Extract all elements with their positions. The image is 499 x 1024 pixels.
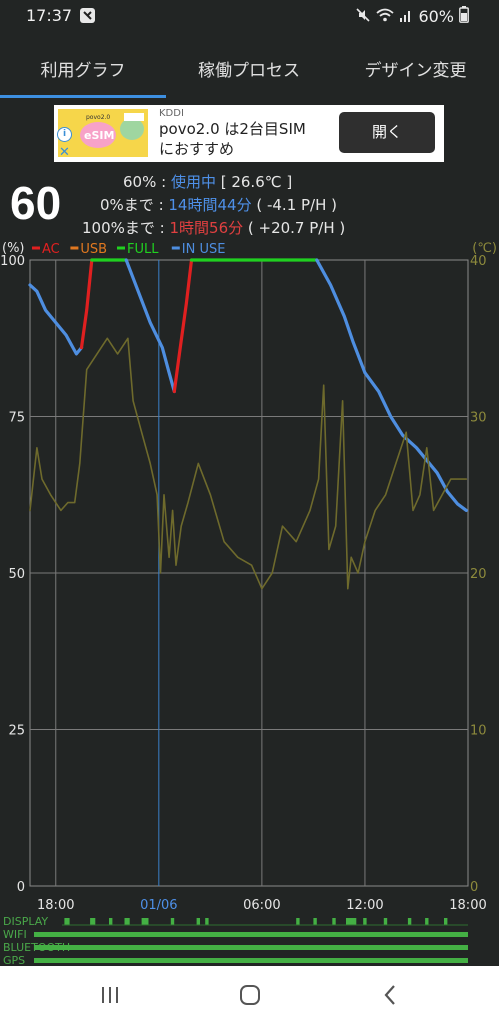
ad-sponsor: KDDI: [159, 108, 184, 119]
battery-icon: [459, 6, 469, 27]
svg-text:povo2.0: povo2.0: [86, 114, 110, 121]
activity-segment-display: [124, 918, 130, 925]
time-to-empty-label: 0%まで :: [100, 196, 169, 214]
activity-segment-display: [313, 918, 317, 925]
y-tick-left: 50: [8, 567, 25, 582]
y-axis-right-unit: (℃): [472, 241, 497, 256]
time-to-full-label: 100%まで :: [82, 219, 170, 237]
activity-segment-display: [363, 918, 367, 925]
battery-level-large: 60: [10, 177, 62, 229]
activity-segment-display: [332, 918, 336, 925]
activity-bars: DISPLAYWIFIBLUETOOTHGPS: [3, 915, 468, 967]
activity-segment-display: [170, 918, 175, 925]
time-to-full-value: 1時間56分: [169, 219, 244, 237]
x-tick-label: 06:00: [243, 898, 280, 913]
ad-image-text: eSIM: [84, 129, 114, 142]
activity-segment-display: [205, 918, 209, 925]
ad-banner[interactable]: povo2.0 eSIM i ✕ KDDI povo2.0 は2台目SIM にお…: [54, 105, 444, 162]
activity-segment-wifi: [34, 932, 468, 937]
time-to-empty-line: 0%まで : 14時間44分 ( -4.1 P/H ): [100, 194, 337, 215]
activity-segment-display: [444, 918, 448, 925]
app-notification-icon: [79, 7, 96, 28]
x-tick-label: 01/06: [140, 898, 177, 913]
charge-rate: ( +20.7 P/H ): [243, 219, 346, 237]
legend-label: USB: [80, 242, 107, 257]
y-tick-right: 0: [470, 880, 478, 895]
activity-segment-display: [346, 918, 357, 925]
legend-label: IN USE: [182, 242, 226, 257]
tab-usage-graph[interactable]: 利用グラフ: [40, 61, 126, 81]
ad-open-button[interactable]: 開く: [339, 112, 435, 153]
status-time: 17:37: [26, 6, 73, 25]
y-tick-left: 75: [8, 411, 25, 426]
activity-segment-display: [407, 918, 412, 925]
navigation-bar: [0, 966, 499, 1024]
ad-title-line2: におすすめ: [159, 140, 235, 158]
y-tick-left: 0: [17, 880, 25, 895]
battery-percent: 60%: [418, 7, 454, 26]
series-in-use: [124, 258, 176, 394]
status-label: 60% :: [123, 173, 171, 191]
activity-label-display: DISPLAY: [3, 915, 48, 928]
activity-segment-gps: [34, 958, 468, 963]
x-tick-label: 12:00: [346, 898, 383, 913]
home-button[interactable]: [230, 980, 270, 1010]
y-axis-left-unit: (%): [2, 241, 25, 256]
activity-segment-bluetooth: [34, 945, 468, 950]
series-ac: [172, 258, 194, 394]
activity-segment-display: [425, 918, 429, 925]
recent-apps-icon: [102, 987, 118, 1003]
x-tick-label: 18:00: [449, 898, 486, 913]
wifi-icon: [376, 7, 395, 27]
tab-design-change[interactable]: デザイン変更: [364, 61, 467, 81]
ad-image[interactable]: povo2.0 eSIM: [58, 109, 148, 157]
activity-label-wifi: WIFI: [3, 928, 27, 941]
activity-segment-display: [109, 918, 113, 925]
activity-segment-display: [90, 918, 96, 925]
activity-label-gps: GPS: [3, 954, 25, 967]
legend-label: FULL: [127, 242, 159, 257]
ad-info-icon[interactable]: i: [57, 127, 72, 142]
activity-segment-display: [296, 918, 300, 925]
activity-segment-display: [196, 918, 200, 925]
ad-title: povo2.0 は2台目SIM におすすめ: [159, 119, 374, 159]
back-button[interactable]: [370, 980, 410, 1010]
y-tick-right: 30: [470, 411, 487, 426]
mute-icon: [355, 7, 371, 27]
time-to-full-line: 100%まで : 1時間56分 ( +20.7 P/H ): [82, 217, 345, 238]
activity-segment-display: [383, 918, 388, 925]
status-line: 60% : 使用中 [ 26.6℃ ]: [123, 171, 292, 192]
series-in-use: [28, 283, 84, 356]
y-tick-right: 10: [470, 724, 487, 739]
back-icon: [384, 985, 395, 1005]
tab-bar: 利用グラフ 稼働プロセス デザイン変更: [0, 40, 499, 98]
temperature-value: [ 26.6℃ ]: [215, 173, 293, 191]
recent-apps-button[interactable]: [90, 980, 130, 1010]
activity-segment-display: [64, 918, 70, 925]
x-tick-label: 18:00: [37, 898, 74, 913]
activity-segment-display: [141, 918, 149, 925]
y-tick-right: 20: [470, 567, 487, 582]
tab-selected-indicator: [0, 95, 166, 98]
signal-icon: [399, 7, 413, 26]
time-to-empty-value: 14時間44分: [168, 196, 252, 214]
series-ac: [79, 258, 94, 350]
status-value: 使用中: [170, 173, 216, 191]
status-bar: 17:37 60%: [0, 0, 499, 32]
y-tick-right: 40: [470, 254, 487, 269]
ad-close-icon[interactable]: ✕: [59, 145, 70, 160]
ad-title-line1: povo2.0 は2台目SIM: [159, 120, 306, 138]
series-temperature: [29, 337, 468, 590]
legend-label: AC: [42, 242, 60, 257]
y-tick-left: 100: [0, 254, 25, 269]
y-tick-left: 25: [8, 724, 25, 739]
home-icon: [240, 985, 260, 1005]
tab-processes[interactable]: 稼働プロセス: [198, 61, 300, 81]
discharge-rate: ( -4.1 P/H ): [251, 196, 338, 214]
